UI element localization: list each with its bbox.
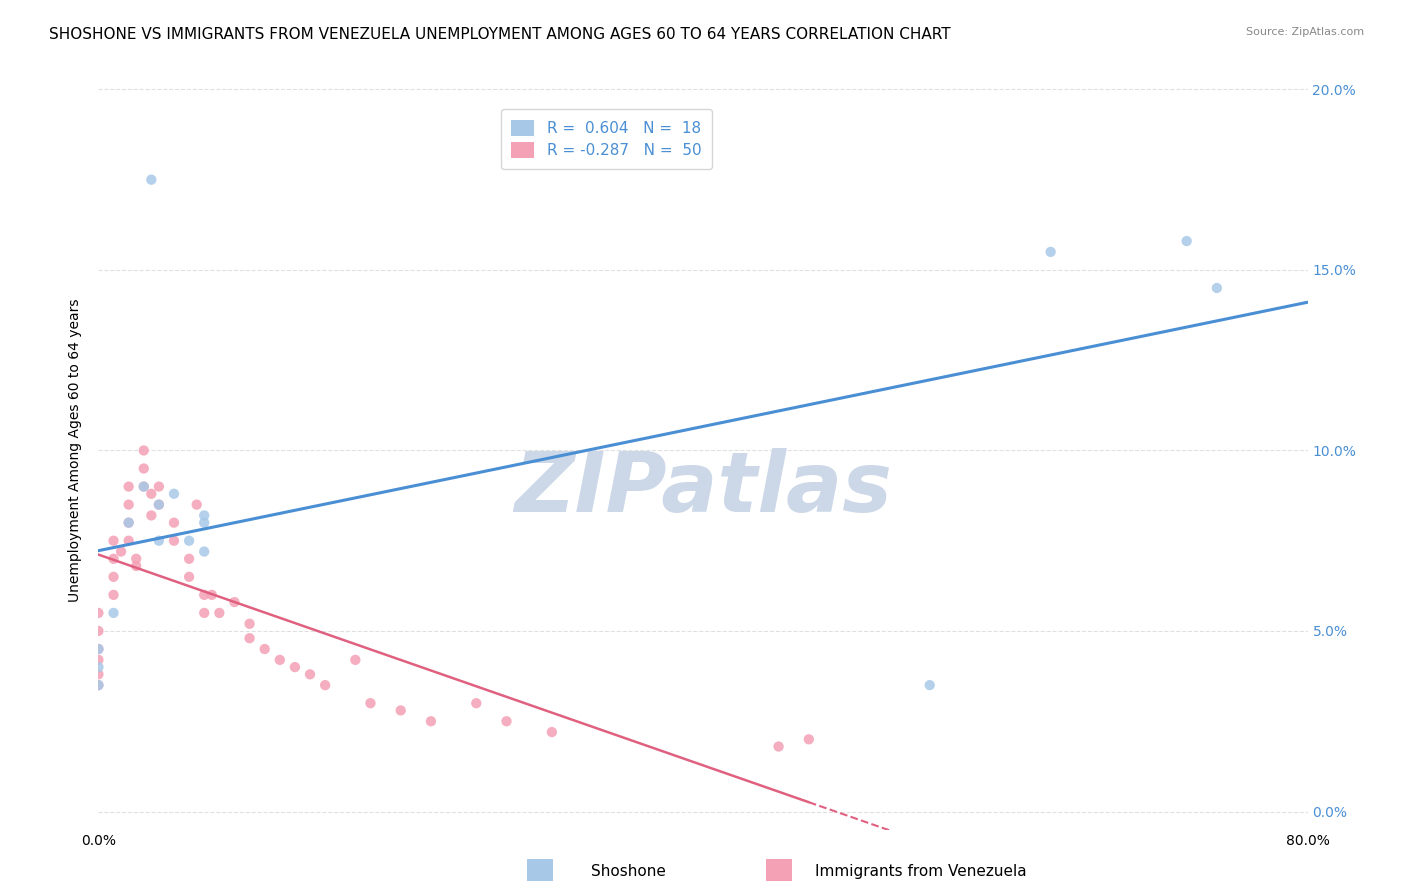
- Text: ZIPatlas: ZIPatlas: [515, 448, 891, 529]
- Point: [1206, 281, 1229, 295]
- Point: [186, 498, 208, 512]
- Point: [132, 479, 155, 493]
- Point: [495, 714, 517, 729]
- Point: [269, 653, 291, 667]
- Point: [132, 479, 155, 493]
- Point: [103, 570, 125, 584]
- Point: [141, 487, 163, 501]
- Point: [103, 533, 125, 548]
- Point: [125, 551, 148, 566]
- Point: [110, 544, 132, 558]
- Point: [163, 533, 186, 548]
- Point: [193, 606, 215, 620]
- Point: [193, 544, 215, 558]
- Point: [299, 667, 322, 681]
- Point: [179, 551, 201, 566]
- Point: [87, 678, 110, 692]
- Point: [193, 508, 215, 523]
- Point: [239, 616, 262, 631]
- Point: [103, 606, 125, 620]
- Point: [118, 516, 141, 530]
- Point: [141, 172, 163, 186]
- Point: [125, 559, 148, 574]
- Point: [148, 533, 170, 548]
- Point: [201, 588, 224, 602]
- Point: [87, 653, 110, 667]
- Point: [87, 660, 110, 674]
- Point: [918, 678, 941, 692]
- Point: [118, 516, 141, 530]
- Point: [224, 595, 246, 609]
- Point: [87, 667, 110, 681]
- Point: [103, 588, 125, 602]
- Point: [389, 703, 412, 717]
- Point: [797, 732, 820, 747]
- Point: [179, 533, 201, 548]
- Point: [87, 642, 110, 657]
- Point: [118, 498, 141, 512]
- Point: [344, 653, 367, 667]
- Point: [193, 516, 215, 530]
- Point: [540, 725, 562, 739]
- Text: Immigrants from Venezuela: Immigrants from Venezuela: [815, 863, 1028, 879]
- Point: [314, 678, 336, 692]
- Point: [132, 443, 155, 458]
- Point: [118, 479, 141, 493]
- Point: [253, 642, 276, 657]
- Point: [87, 678, 110, 692]
- Point: [148, 498, 170, 512]
- Point: [87, 624, 110, 638]
- Text: Source: ZipAtlas.com: Source: ZipAtlas.com: [1246, 27, 1364, 37]
- Legend: R =  0.604   N =  18, R = -0.287   N =  50: R = 0.604 N = 18, R = -0.287 N = 50: [501, 110, 711, 169]
- Point: [465, 696, 488, 710]
- Point: [239, 631, 262, 645]
- Point: [87, 606, 110, 620]
- Point: [118, 533, 141, 548]
- Point: [193, 588, 215, 602]
- Text: SHOSHONE VS IMMIGRANTS FROM VENEZUELA UNEMPLOYMENT AMONG AGES 60 TO 64 YEARS COR: SHOSHONE VS IMMIGRANTS FROM VENEZUELA UN…: [49, 27, 950, 42]
- Point: [420, 714, 443, 729]
- Point: [1175, 234, 1198, 248]
- Point: [179, 570, 201, 584]
- Point: [163, 516, 186, 530]
- Point: [163, 487, 186, 501]
- Point: [768, 739, 790, 754]
- Text: Shoshone: Shoshone: [591, 863, 665, 879]
- Point: [132, 461, 155, 475]
- Point: [141, 508, 163, 523]
- Y-axis label: Unemployment Among Ages 60 to 64 years: Unemployment Among Ages 60 to 64 years: [69, 299, 83, 602]
- Point: [103, 551, 125, 566]
- Point: [148, 498, 170, 512]
- Point: [360, 696, 382, 710]
- Point: [148, 479, 170, 493]
- Point: [1039, 244, 1062, 259]
- Point: [208, 606, 231, 620]
- Point: [87, 642, 110, 657]
- Point: [284, 660, 307, 674]
